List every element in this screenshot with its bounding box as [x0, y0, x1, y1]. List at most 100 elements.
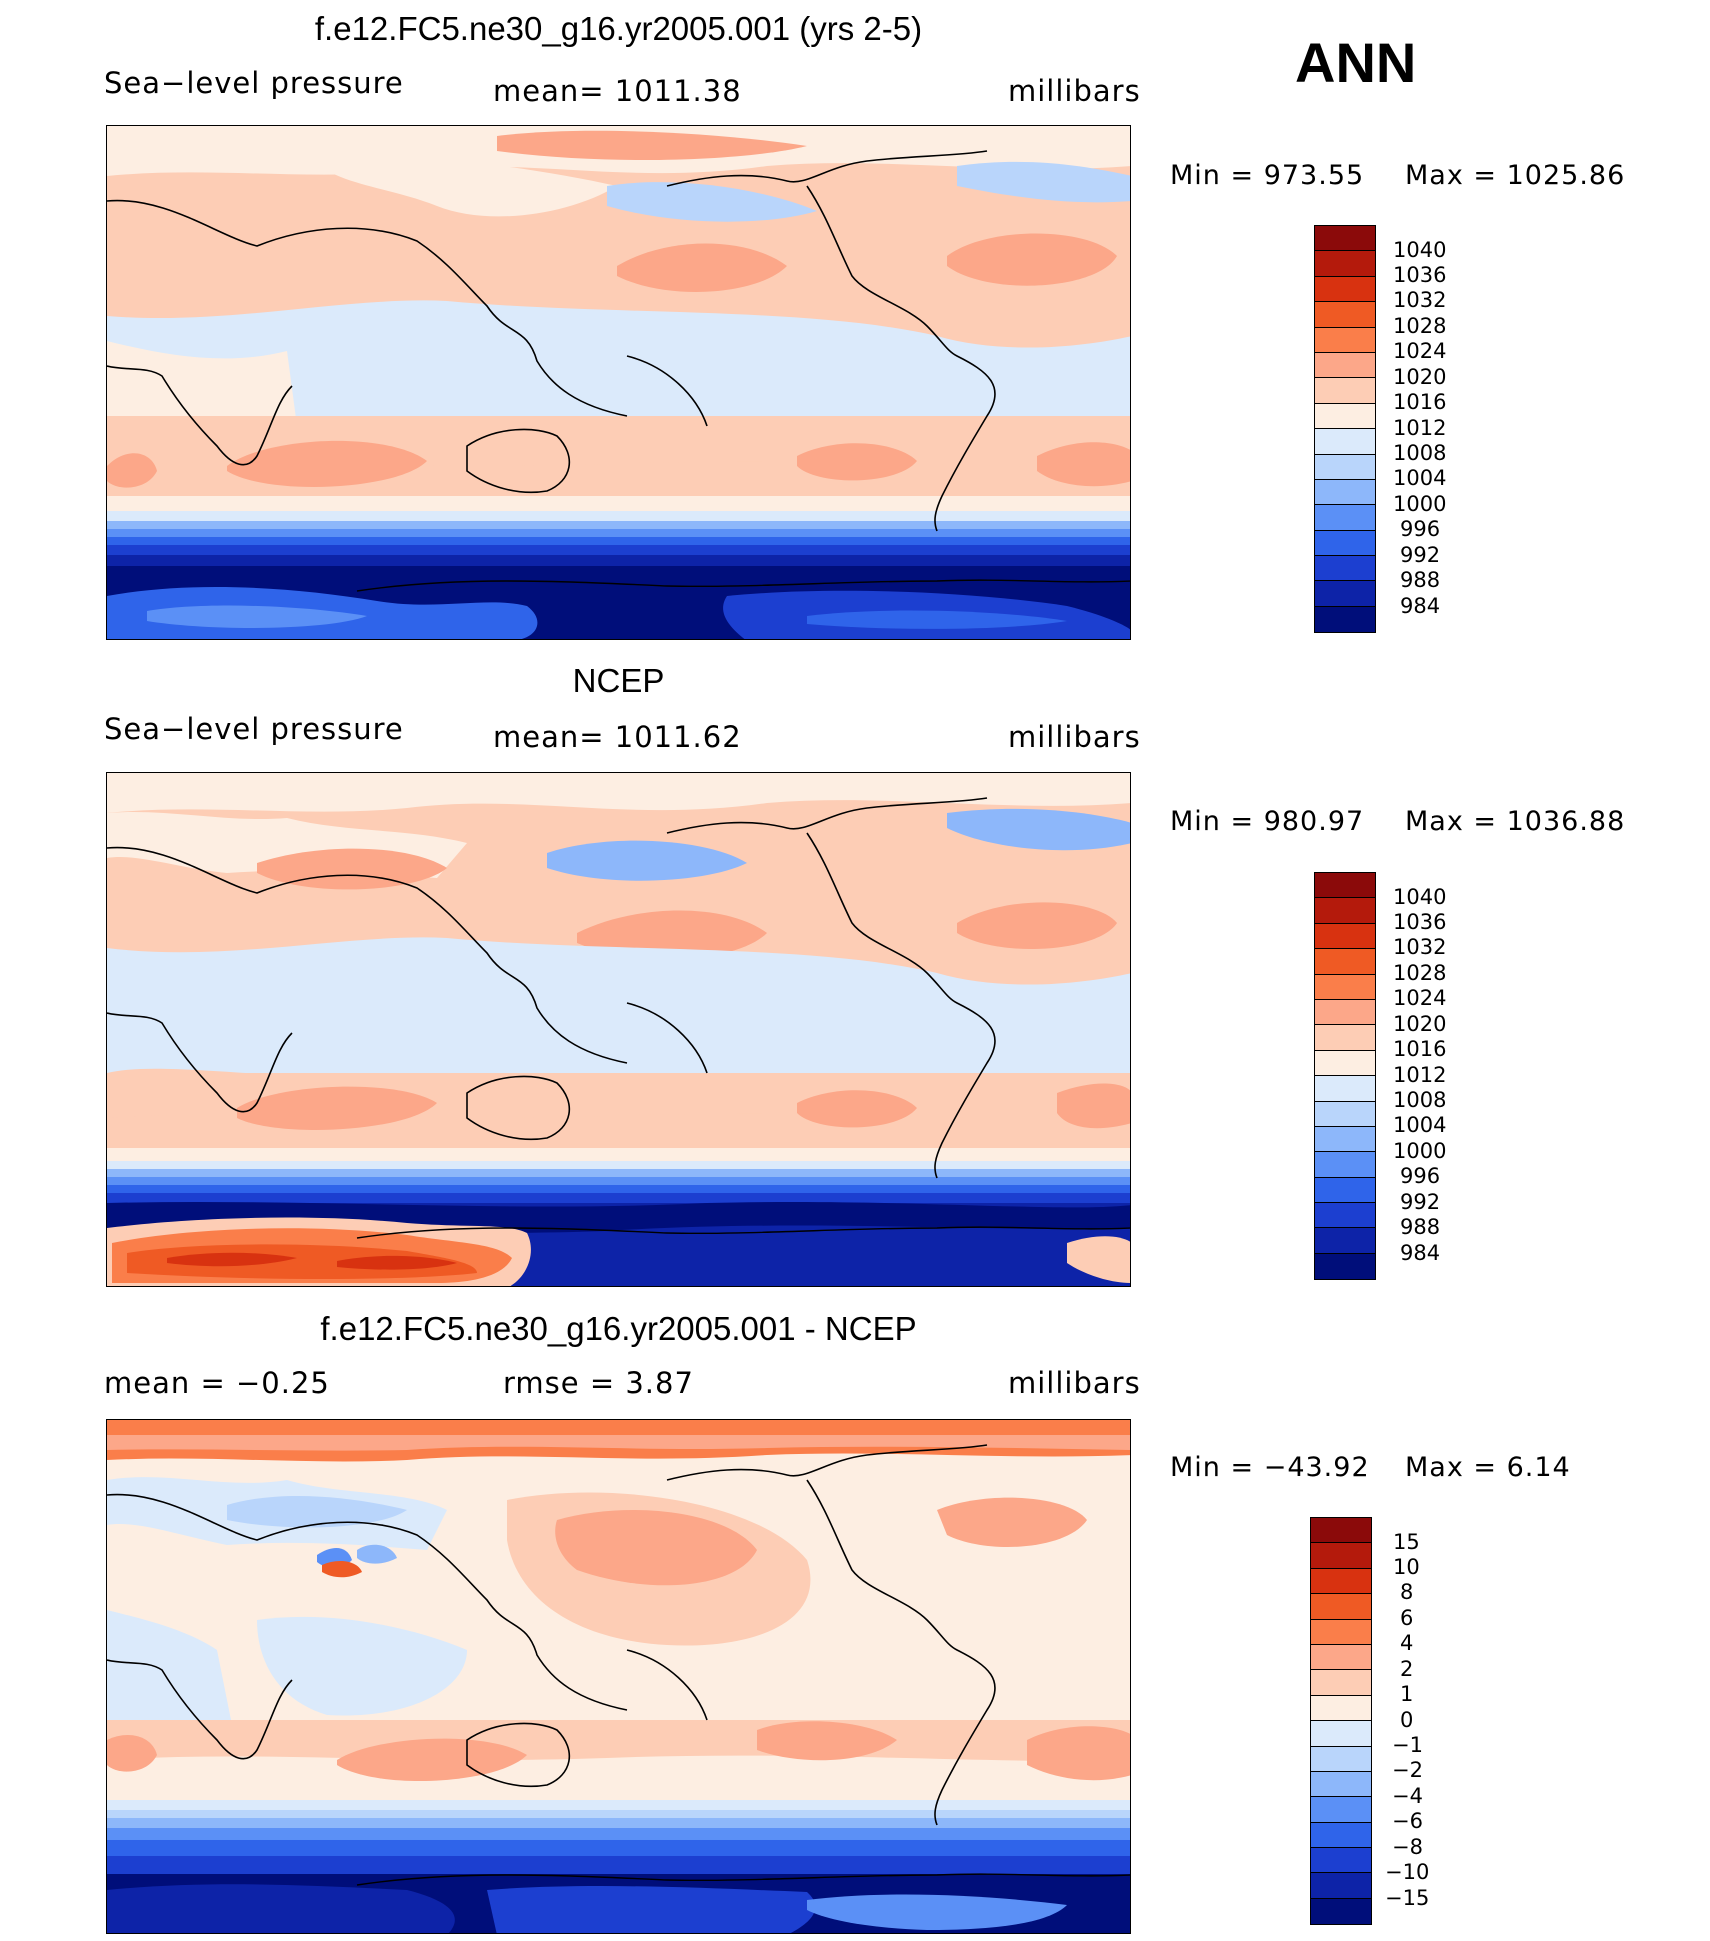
- colorbar-cell: [1311, 1518, 1371, 1544]
- colorbar-label: 984: [1400, 594, 1441, 618]
- colorbar-label: −15: [1385, 1886, 1430, 1910]
- colorbar-label: 1024: [1393, 986, 1447, 1010]
- panel-title: f.e12.FC5.ne30_g16.yr2005.001 (yrs 2-5): [314, 10, 923, 47]
- units-label: millibars: [1008, 720, 1141, 754]
- map-canvas: [107, 1420, 1130, 1933]
- colorbar-label: 1008: [1393, 441, 1447, 465]
- colorbar-cell: [1315, 429, 1375, 455]
- colorbar-cell: [1311, 1670, 1371, 1696]
- colorbar-cell: [1315, 1076, 1375, 1102]
- colorbar-cell: [1311, 1771, 1371, 1798]
- colorbar: [1314, 225, 1376, 634]
- colorbar-cell: [1315, 302, 1375, 328]
- colorbar-label: 992: [1400, 543, 1441, 567]
- colorbar-cell: [1315, 949, 1375, 975]
- colorbar-label: 996: [1400, 517, 1441, 541]
- colorbar-label: 996: [1400, 1164, 1441, 1188]
- colorbar-label: 15: [1393, 1530, 1420, 1554]
- colorbar-label: −10: [1385, 1860, 1430, 1884]
- colorbar-cell: [1311, 1644, 1371, 1671]
- colorbar-cell: [1315, 1253, 1375, 1280]
- colorbar-cell: [1315, 276, 1375, 303]
- colorbar-cell: [1315, 530, 1375, 557]
- colorbar-cell: [1315, 1050, 1375, 1077]
- colorbar-cell: [1315, 505, 1375, 531]
- min-label: Min = 973.55: [1170, 160, 1365, 191]
- colorbar-cell: [1315, 1203, 1375, 1229]
- colorbar-cell: [1315, 923, 1375, 950]
- colorbar-cell: [1311, 1543, 1371, 1569]
- colorbar: [1310, 1517, 1372, 1926]
- colorbar-cell: [1315, 974, 1375, 1000]
- colorbar-cell: [1315, 226, 1375, 252]
- colorbar-cell: [1315, 378, 1375, 404]
- colorbar-cell: [1311, 1619, 1371, 1645]
- colorbar-cell: [1315, 352, 1375, 379]
- colorbar-cell: [1315, 898, 1375, 924]
- colorbar-label: 1016: [1393, 1037, 1447, 1061]
- colorbar-cell: [1315, 556, 1375, 582]
- colorbar-cell: [1311, 1873, 1371, 1899]
- colorbar-label: 1028: [1393, 961, 1447, 985]
- colorbar-cell: [1315, 1228, 1375, 1254]
- colorbar-cell: [1315, 1025, 1375, 1051]
- colorbar-label: 1004: [1393, 466, 1447, 490]
- colorbar-cell: [1315, 606, 1375, 633]
- colorbar-label: 1020: [1393, 365, 1447, 389]
- colorbar-cell: [1315, 479, 1375, 506]
- variable-label: Sea−level pressure: [104, 66, 404, 100]
- contour-map: [106, 772, 1131, 1287]
- max-label: Max = 1025.86: [1405, 160, 1626, 191]
- colorbar-label: 1036: [1393, 263, 1447, 287]
- colorbar-label: 1028: [1393, 314, 1447, 338]
- panel-title: NCEP: [572, 662, 665, 699]
- colorbar-label: 1016: [1393, 390, 1447, 414]
- colorbar-cell: [1311, 1822, 1371, 1849]
- colorbar-label: 1032: [1393, 288, 1447, 312]
- colorbar-label: 1000: [1393, 492, 1447, 516]
- colorbar-label: 1032: [1393, 935, 1447, 959]
- contour-map: [106, 1419, 1131, 1934]
- colorbar-cell: [1311, 1848, 1371, 1874]
- colorbar-cell: [1315, 581, 1375, 607]
- min-label: Min = 980.97: [1170, 806, 1365, 837]
- colorbar-cell: [1315, 454, 1375, 480]
- colorbar-label: 10: [1393, 1555, 1420, 1579]
- colorbar-cell: [1311, 1898, 1371, 1925]
- colorbar-cell: [1311, 1797, 1371, 1823]
- colorbar-label: 4: [1400, 1631, 1414, 1655]
- mean-label: mean= 1011.62: [493, 720, 742, 754]
- colorbar-cell: [1315, 999, 1375, 1026]
- max-label: Max = 6.14: [1405, 1452, 1571, 1483]
- colorbar-cell: [1311, 1594, 1371, 1620]
- variable-label: Sea−level pressure: [104, 712, 404, 746]
- colorbar-label: 6: [1400, 1606, 1414, 1630]
- colorbar-label: 1040: [1393, 238, 1447, 262]
- units-label: millibars: [1008, 1366, 1141, 1400]
- colorbar-label: 984: [1400, 1241, 1441, 1265]
- colorbar-label: 1012: [1393, 1063, 1447, 1087]
- colorbar-label: 1008: [1393, 1088, 1447, 1112]
- colorbar: [1314, 872, 1376, 1281]
- colorbar-cell: [1315, 873, 1375, 899]
- contour-map: [106, 125, 1131, 640]
- panel-title: f.e12.FC5.ne30_g16.yr2005.001 - NCEP: [320, 1310, 917, 1347]
- colorbar-label: 1020: [1393, 1012, 1447, 1036]
- colorbar-cell: [1311, 1721, 1371, 1747]
- colorbar-label: 1: [1400, 1682, 1414, 1706]
- colorbar-cell: [1315, 251, 1375, 277]
- colorbar-cell: [1315, 1177, 1375, 1204]
- colorbar-label: 8: [1400, 1580, 1414, 1604]
- colorbar-cell: [1311, 1568, 1371, 1595]
- colorbar-label: −1: [1392, 1733, 1423, 1757]
- colorbar-label: 1000: [1393, 1139, 1447, 1163]
- colorbar-cell: [1315, 403, 1375, 430]
- map-canvas: [107, 773, 1130, 1286]
- units-label: millibars: [1008, 74, 1141, 108]
- colorbar-label: 0: [1400, 1708, 1414, 1732]
- colorbar-cell: [1315, 1101, 1375, 1127]
- mean-label: mean = −0.25: [104, 1366, 330, 1400]
- colorbar-cell: [1311, 1695, 1371, 1722]
- colorbar-label: 2: [1400, 1657, 1414, 1681]
- colorbar-label: 1024: [1393, 339, 1447, 363]
